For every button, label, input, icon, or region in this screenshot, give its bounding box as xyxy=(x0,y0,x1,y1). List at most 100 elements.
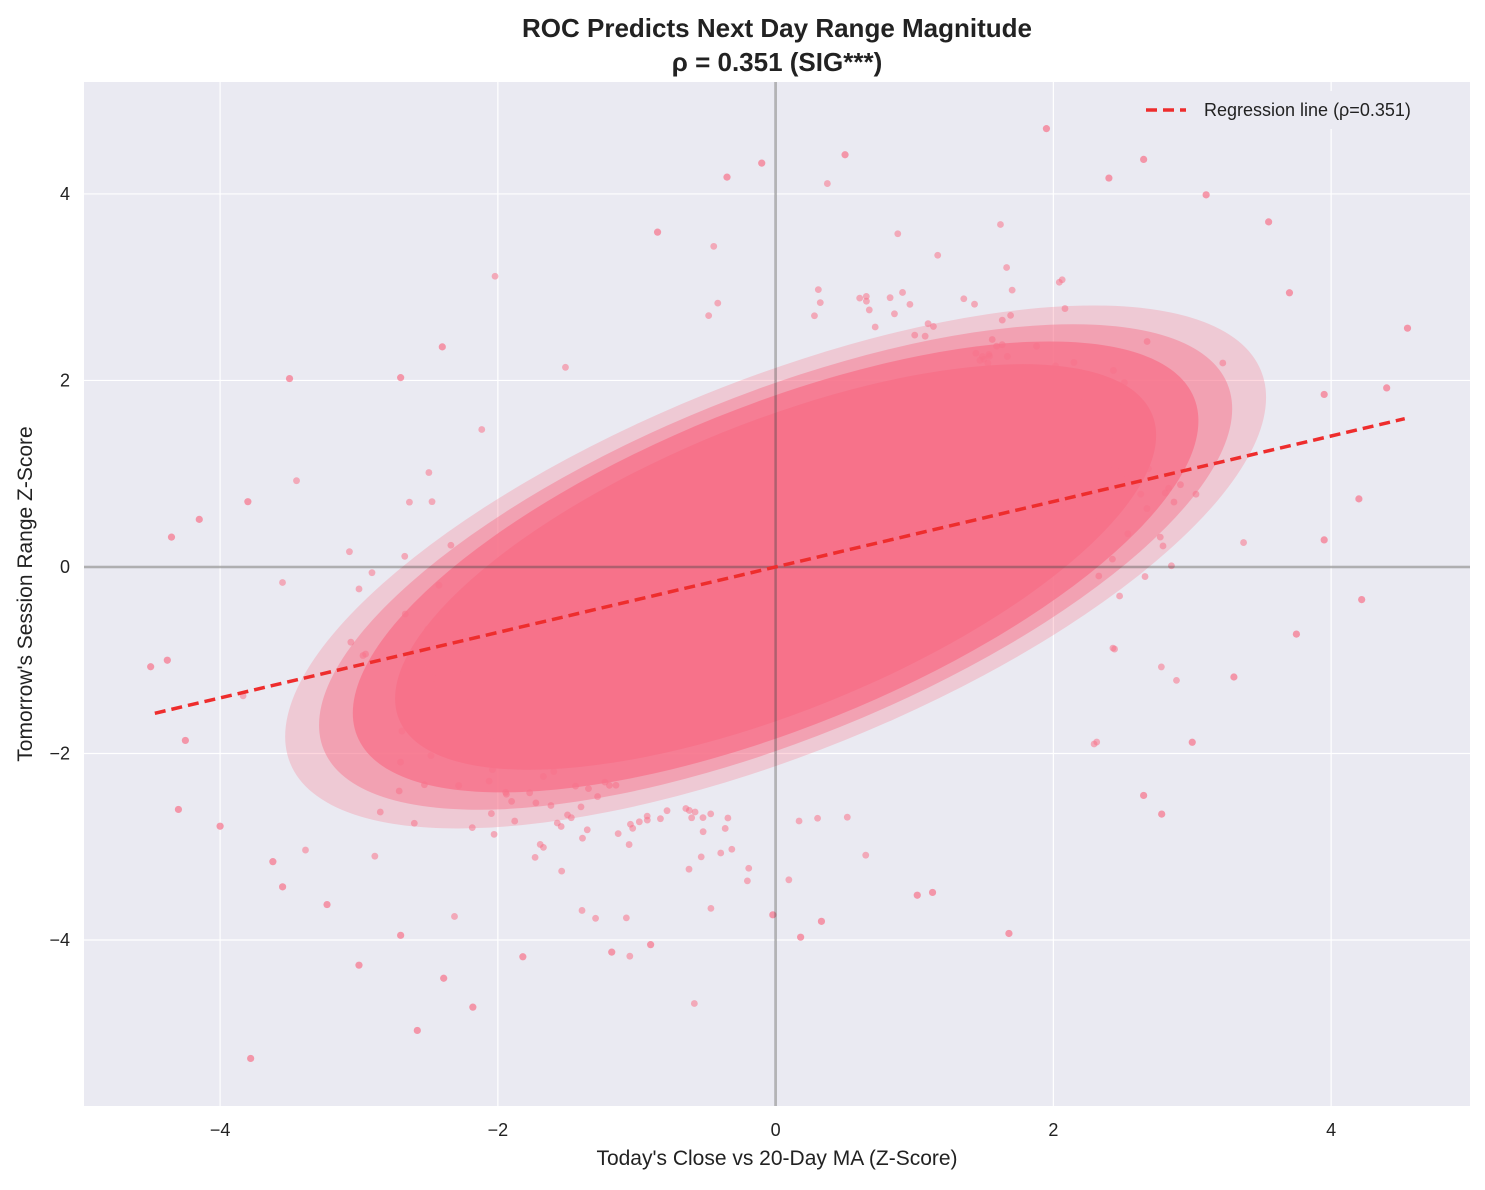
scatter-point xyxy=(625,841,633,848)
scatter-point xyxy=(1106,432,1114,440)
y-tick-label: 4 xyxy=(60,184,70,204)
scatter-point xyxy=(816,299,824,307)
scatter-point xyxy=(1090,517,1098,524)
scatter-point xyxy=(421,781,428,789)
scatter-point xyxy=(513,730,521,737)
scatter-point xyxy=(577,803,585,811)
scatter-point xyxy=(657,815,664,823)
scatter-point xyxy=(398,727,406,735)
scatter-point xyxy=(279,579,286,586)
scatter-point xyxy=(745,864,753,872)
scatter-point xyxy=(995,365,1003,373)
scatter-point xyxy=(1137,490,1145,498)
scatter-point xyxy=(1061,446,1069,454)
scatter-point xyxy=(723,173,731,181)
scatter-point xyxy=(997,221,1004,228)
scatter-point xyxy=(612,781,620,789)
x-tick-label: 4 xyxy=(1326,1120,1336,1140)
scatter-point xyxy=(455,782,463,789)
scatter-point xyxy=(550,768,558,775)
scatter-point xyxy=(557,823,565,830)
legend: Regression line (ρ=0.351) xyxy=(1134,91,1460,129)
scatter-point xyxy=(433,686,441,694)
scatter-point xyxy=(466,709,474,717)
scatter-point xyxy=(355,961,363,969)
scatter-point xyxy=(1003,264,1011,271)
scatter-point xyxy=(913,891,921,899)
scatter-point xyxy=(622,914,630,922)
scatter-point xyxy=(697,853,705,861)
scatter-point xyxy=(699,814,707,822)
scatter-point xyxy=(682,805,690,812)
scatter-point xyxy=(1042,125,1051,133)
scatter-point xyxy=(1320,536,1328,544)
scatter-point xyxy=(894,230,902,238)
scatter-point xyxy=(1168,562,1175,570)
scatter-point xyxy=(871,323,879,331)
scatter-point xyxy=(1003,353,1011,360)
scatter-point xyxy=(540,843,547,851)
scatter-point xyxy=(643,812,651,820)
scatter-point xyxy=(811,312,818,320)
scatter-point xyxy=(451,662,459,670)
scatter-point xyxy=(585,785,592,793)
regression-line xyxy=(154,416,1406,715)
scatter-point xyxy=(998,341,1006,349)
scatter-point xyxy=(410,819,418,827)
scatter-point xyxy=(886,294,894,302)
scatter-point xyxy=(195,515,203,523)
scatter-point xyxy=(1159,542,1167,550)
scatter-point xyxy=(1084,391,1092,399)
scatter-point xyxy=(891,310,898,318)
scatter-point xyxy=(1044,417,1052,425)
scatter-point xyxy=(1008,286,1016,294)
scatter-point xyxy=(181,736,189,745)
scatter-point xyxy=(785,876,793,884)
scatter-point xyxy=(505,747,513,755)
scatter-point xyxy=(921,332,929,340)
scatter-point xyxy=(147,663,155,671)
scatter-point xyxy=(579,834,586,842)
scatter-point xyxy=(1358,595,1366,604)
scatter-point xyxy=(710,242,718,250)
scatter-point xyxy=(1042,405,1050,413)
scatter-point xyxy=(491,272,499,280)
scatter-point xyxy=(1144,465,1152,473)
scatter-point xyxy=(1111,645,1118,653)
scatter-point xyxy=(1095,572,1103,580)
scatter-point xyxy=(988,336,996,343)
scatter-point xyxy=(526,789,534,797)
scatter-point xyxy=(728,845,736,853)
scatter-point xyxy=(458,751,465,758)
scatter-point xyxy=(478,426,486,433)
scatter-point xyxy=(1123,475,1131,483)
scatter-point xyxy=(562,363,569,371)
scatter-point xyxy=(547,802,555,809)
scatter-point xyxy=(1143,338,1151,345)
scatter-point xyxy=(971,300,978,308)
scatter-point xyxy=(863,297,870,305)
scatter-point xyxy=(427,752,435,760)
scatter-point xyxy=(355,585,363,593)
scatter-point xyxy=(934,251,942,259)
scatter-point xyxy=(653,228,662,236)
scatter-point xyxy=(685,865,693,873)
scatter-point xyxy=(564,811,571,819)
scatter-point xyxy=(476,680,484,688)
scatter-point xyxy=(688,814,696,822)
scatter-point xyxy=(490,830,498,838)
scatter-point xyxy=(1055,278,1063,286)
scatter-point xyxy=(1092,496,1100,504)
scatter-point xyxy=(1157,663,1165,671)
scatter-point xyxy=(425,469,433,476)
scatter-point xyxy=(993,342,1001,350)
scatter-point xyxy=(1104,507,1112,515)
chart-subtitle: ρ = 0.351 (SIG***) xyxy=(672,47,882,77)
scatter-point xyxy=(797,933,805,941)
scatter-point xyxy=(269,858,277,866)
x-tick-label: 2 xyxy=(1048,1120,1058,1140)
scatter-point xyxy=(663,807,671,815)
scatter-point xyxy=(699,828,707,836)
